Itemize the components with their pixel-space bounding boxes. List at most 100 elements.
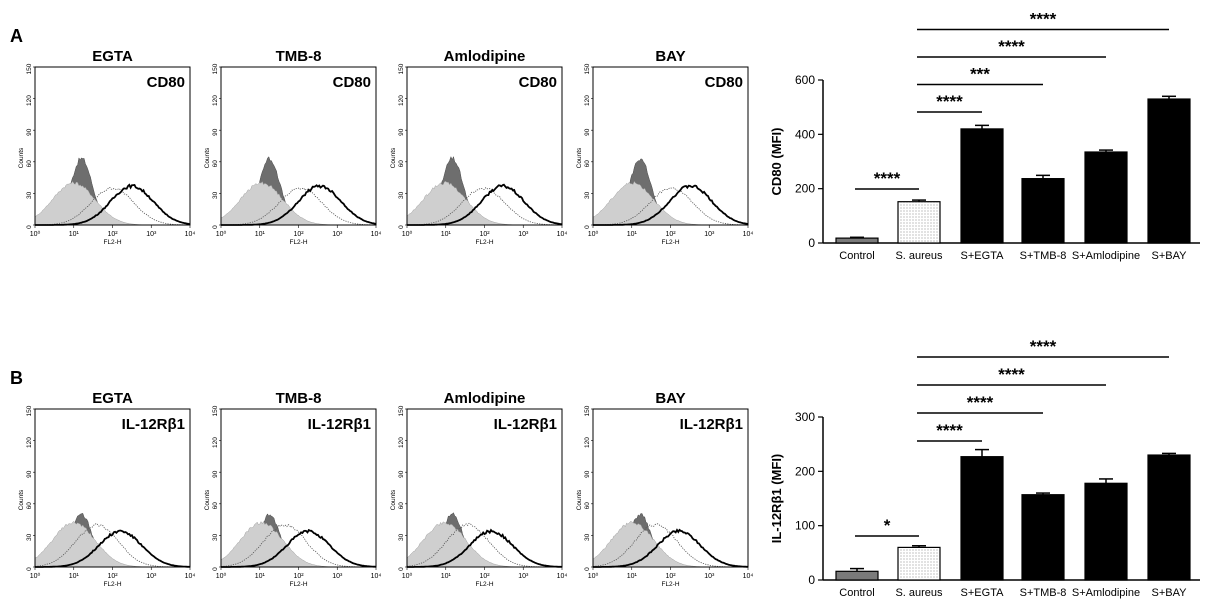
bar: [1021, 494, 1065, 581]
histogram-xtick-label: 10⁴: [185, 231, 196, 238]
histogram-ytick-label: 120: [212, 437, 219, 448]
histogram-ytick-label: 150: [212, 63, 219, 74]
histogram-ytick-label: 150: [398, 405, 405, 416]
significance-stars: ****: [936, 421, 963, 440]
histogram-xtick-label: 10⁰: [30, 572, 41, 580]
histogram-ytick-label: 120: [398, 95, 405, 106]
histogram-ylabel: Counts: [204, 489, 211, 510]
histogram-panel: BAY IL-12Rβ1 0 30 60 90 120 150 Counts 10⁰ 10¹ 10² 1…: [576, 390, 753, 588]
histogram-xtick-label: 10⁴: [371, 231, 382, 238]
histogram-control-fill: [592, 180, 748, 226]
histogram-saureus-line: [221, 187, 376, 226]
histogram-ytick-label: 60: [26, 502, 33, 510]
histogram-ylabel: Counts: [390, 489, 397, 510]
histogram-ytick-label: 150: [26, 63, 33, 74]
bar-ytick-label: 300: [795, 410, 815, 424]
histogram-xtick-label: 10³: [518, 573, 529, 580]
histogram-panel: TMB-8 CD80 0 30 60 90 120 150 Counts 10⁰ 10¹ 10² 10³…: [204, 48, 381, 246]
histogram-panel: TMB-8 IL-12Rβ1 0 30 60 90 120 150 Counts 10⁰ 10¹ 10…: [204, 390, 381, 588]
significance-stars: ***: [970, 65, 990, 84]
histogram-ytick-label: 90: [398, 128, 405, 136]
histogram-xtick-label: 10²: [293, 231, 304, 238]
histogram-ylabel: Counts: [18, 147, 25, 168]
significance-stars: ****: [998, 365, 1025, 384]
histogram-panel: Amlodipine IL-12Rβ1 0 30 60 90 120 150 Counts 10⁰…: [390, 390, 567, 588]
bar: [960, 128, 1004, 244]
histogram-ytick-label: 150: [212, 405, 219, 416]
histogram-ytick-label: 0: [398, 567, 405, 571]
histogram-ytick-label: 90: [212, 128, 219, 136]
bar: [1084, 482, 1128, 581]
bar-ytick-label: 0: [808, 573, 815, 587]
histogram-ytick-label: 150: [398, 63, 405, 74]
significance-stars: ****: [1030, 337, 1057, 356]
histogram-xtick-label: 10³: [704, 231, 715, 238]
histogram-title: TMB-8: [276, 48, 322, 65]
histogram-xtick-label: 10³: [704, 573, 715, 580]
histogram-ytick-label: 120: [584, 437, 591, 448]
histogram-inhibitor-line: [407, 528, 563, 568]
bar-category-label: S+Amlodipine: [1072, 587, 1140, 599]
histogram-inhibitor-line: [221, 528, 377, 568]
histogram-marker-label: IL-12Rβ1: [122, 416, 185, 433]
histogram-xlabel: FL2-H: [103, 581, 121, 588]
histogram-ytick-label: 30: [212, 191, 219, 199]
histogram-xtick-label: 10⁴: [557, 573, 568, 580]
histogram-ytick-label: 0: [212, 225, 219, 229]
histogram-ytick-label: 30: [26, 191, 33, 199]
bar: [835, 237, 879, 244]
histogram-ytick-label: 120: [584, 95, 591, 106]
histogram-title: EGTA: [92, 48, 133, 65]
histogram-ytick-label: 90: [584, 470, 591, 478]
histogram-ytick-label: 90: [212, 470, 219, 478]
bar: [1147, 454, 1191, 581]
histogram-ytick-label: 90: [398, 470, 405, 478]
histogram-marker-label: IL-12Rβ1: [308, 416, 371, 433]
bar-ytick-label: 600: [795, 73, 815, 87]
histogram-xtick-label: 10⁰: [402, 230, 413, 238]
histogram-marker-label: CD80: [147, 74, 185, 91]
histogram-ytick-label: 30: [212, 533, 219, 541]
histogram-panel: EGTA CD80 0 30 60 90 120 150 Counts 10⁰ 10¹ 10² 10³ 1…: [18, 48, 195, 246]
histogram-title: TMB-8: [276, 390, 322, 407]
histogram-xlabel: FL2-H: [289, 239, 307, 246]
histogram-ytick-label: 60: [398, 160, 405, 168]
histogram-control-fill: [406, 521, 562, 568]
histogram-xtick-label: 10¹: [255, 231, 266, 238]
histogram-xtick-label: 10¹: [441, 573, 452, 580]
histogram-ytick-label: 90: [26, 128, 33, 136]
histogram-xlabel: FL2-H: [475, 239, 493, 246]
histogram-xtick-label: 10⁴: [185, 573, 196, 580]
histogram-ytick-label: 120: [398, 437, 405, 448]
histogram-ytick-label: 0: [26, 567, 33, 571]
histogram-xtick-label: 10¹: [69, 231, 80, 238]
histogram-ytick-label: 0: [398, 225, 405, 229]
bar-category-label: Control: [839, 587, 874, 599]
histogram-xtick-label: 10⁰: [216, 572, 227, 580]
histogram-marker-label: CD80: [519, 74, 557, 91]
histogram-ytick-label: 150: [584, 63, 591, 74]
histogram-xlabel: FL2-H: [661, 581, 679, 588]
histogram-ytick-label: 0: [26, 225, 33, 229]
histogram-ytick-label: 30: [26, 533, 33, 541]
bar: [1021, 178, 1065, 244]
histogram-xtick-label: 10³: [332, 573, 343, 580]
significance-stars: ****: [998, 37, 1025, 56]
histogram-ylabel: Counts: [390, 147, 397, 168]
significance-stars: ****: [967, 393, 994, 412]
histogram-ytick-label: 30: [584, 191, 591, 199]
histogram-ytick-label: 60: [584, 502, 591, 510]
significance-stars: *: [884, 516, 891, 535]
histogram-xtick-label: 10⁰: [588, 230, 599, 238]
histogram-xtick-label: 10⁴: [743, 573, 754, 580]
histogram-xtick-label: 10²: [107, 231, 118, 238]
bar: [897, 546, 941, 581]
histogram-xtick-label: 10¹: [255, 573, 266, 580]
histogram-xtick-label: 10¹: [441, 231, 452, 238]
histogram-ytick-label: 90: [584, 128, 591, 136]
histogram-xtick-label: 10⁴: [557, 231, 568, 238]
bar-category-label: S+BAY: [1152, 250, 1188, 262]
histogram-xtick-label: 10⁰: [588, 572, 599, 580]
histogram-xtick-label: 10¹: [627, 573, 638, 580]
histogram-ytick-label: 0: [584, 225, 591, 229]
